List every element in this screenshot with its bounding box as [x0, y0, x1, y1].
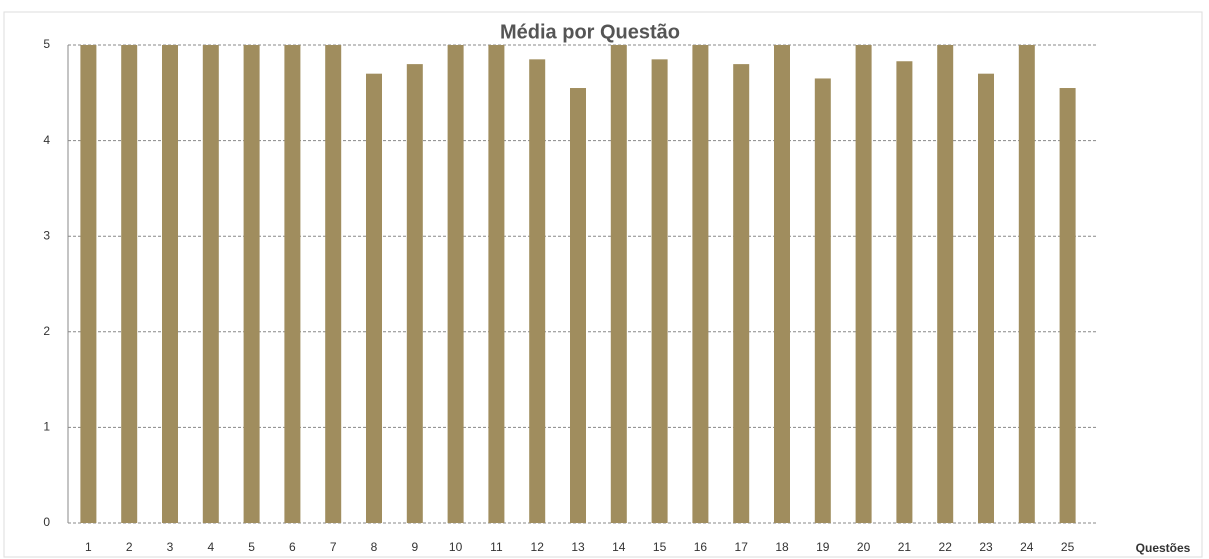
bar	[202, 45, 219, 523]
x-tick-label: 10	[449, 540, 463, 554]
x-tick-label: 1	[85, 540, 92, 554]
bar	[937, 45, 954, 523]
x-tick-label: 11	[490, 540, 503, 554]
bar	[855, 45, 872, 523]
x-tick-label: 2	[126, 540, 133, 554]
x-tick-label: 24	[1020, 540, 1034, 554]
x-tick-label: 20	[857, 540, 871, 554]
x-tick-label: 13	[571, 540, 585, 554]
y-tick-label: 3	[43, 228, 50, 242]
bar	[774, 45, 790, 523]
bar	[284, 45, 301, 523]
bar	[325, 45, 342, 523]
bar	[447, 45, 464, 523]
y-tick-label: 4	[43, 133, 50, 147]
x-tick-label: 7	[330, 540, 337, 554]
bar	[243, 45, 260, 523]
chart-frame	[3, 11, 1203, 558]
bar	[896, 61, 913, 523]
y-tick-label: 5	[43, 37, 50, 51]
x-tick-label: 12	[531, 540, 545, 554]
x-tick-label: 3	[167, 540, 174, 554]
bar	[978, 73, 994, 524]
x-tick-label: 14	[612, 540, 626, 554]
x-tick-label: 9	[411, 540, 418, 554]
x-tick-label: 18	[775, 540, 789, 554]
bar	[1018, 45, 1035, 523]
x-tick-label: 15	[653, 540, 667, 554]
bar	[529, 59, 546, 524]
x-tick-label: 16	[694, 540, 708, 554]
bar	[692, 45, 709, 523]
bar	[366, 73, 382, 524]
x-tick-label: 17	[735, 540, 749, 554]
bar	[1059, 88, 1076, 524]
x-tick-label: 19	[816, 540, 830, 554]
x-tick-label: 8	[371, 540, 378, 554]
bar	[488, 45, 505, 523]
bar	[406, 64, 423, 524]
x-tick-label: 23	[979, 540, 993, 554]
x-tick-label: 6	[289, 540, 296, 554]
bar	[651, 59, 668, 524]
x-tick-label: 4	[207, 540, 214, 554]
bar	[121, 45, 138, 523]
x-axis-title: Questões	[1136, 541, 1191, 555]
x-tick-label: 25	[1061, 540, 1075, 554]
x-tick-label: 22	[939, 540, 953, 554]
bar	[814, 78, 831, 524]
y-tick-label: 0	[43, 515, 50, 529]
y-tick-label: 1	[43, 420, 50, 434]
bar	[162, 45, 178, 523]
chart-title: Média por Questão	[500, 21, 680, 43]
bar	[80, 45, 97, 523]
x-tick-label: 21	[898, 540, 912, 554]
y-tick-label: 2	[43, 324, 50, 338]
bar	[610, 45, 627, 523]
x-tick-label: 5	[248, 540, 255, 554]
bar	[733, 64, 750, 524]
bar	[570, 88, 586, 524]
